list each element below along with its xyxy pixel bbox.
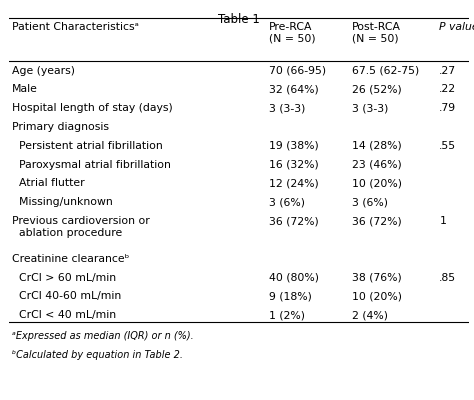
Text: Previous cardioversion or
  ablation procedure: Previous cardioversion or ablation proce… [12,216,149,238]
Text: .79: .79 [439,103,456,113]
Text: ᵃExpressed as median (IQR) or n (%).: ᵃExpressed as median (IQR) or n (%). [12,331,193,341]
Text: Pre-RCA
(N = 50): Pre-RCA (N = 50) [269,22,316,43]
Text: CrCl < 40 mL/min: CrCl < 40 mL/min [12,310,116,320]
Text: Patient Characteristicsᵃ: Patient Characteristicsᵃ [12,22,139,32]
Text: Age (years): Age (years) [12,66,75,76]
Text: Atrial flutter: Atrial flutter [12,178,84,188]
Text: CrCl 40-60 mL/min: CrCl 40-60 mL/min [12,291,121,301]
Text: 16 (32%): 16 (32%) [269,160,319,170]
Text: Table 1: Table 1 [219,13,260,26]
Text: 10 (20%): 10 (20%) [352,178,402,188]
Text: 36 (72%): 36 (72%) [269,216,319,226]
Text: .22: .22 [439,84,456,94]
Text: 32 (64%): 32 (64%) [269,84,319,94]
Text: 14 (28%): 14 (28%) [352,141,402,151]
Text: 1 (2%): 1 (2%) [269,310,305,320]
Text: 40 (80%): 40 (80%) [269,272,319,282]
Text: 3 (3-3): 3 (3-3) [269,103,306,113]
Text: Missing/unknown: Missing/unknown [12,197,112,207]
Text: 23 (46%): 23 (46%) [352,160,402,170]
Text: 19 (38%): 19 (38%) [269,141,319,151]
Text: 1: 1 [439,216,446,226]
Text: 3 (6%): 3 (6%) [352,197,388,207]
Text: 36 (72%): 36 (72%) [352,216,402,226]
Text: .85: .85 [439,272,456,282]
Text: 10 (20%): 10 (20%) [352,291,402,301]
Text: 38 (76%): 38 (76%) [352,272,402,282]
Text: 9 (18%): 9 (18%) [269,291,312,301]
Text: Hospital length of stay (days): Hospital length of stay (days) [12,103,173,113]
Text: 70 (66-95): 70 (66-95) [269,66,327,76]
Text: 67.5 (62-75): 67.5 (62-75) [352,66,419,76]
Text: 3 (3-3): 3 (3-3) [352,103,388,113]
Text: 12 (24%): 12 (24%) [269,178,319,188]
Text: .55: .55 [439,141,456,151]
Text: Male: Male [12,84,37,94]
Text: Creatinine clearanceᵇ: Creatinine clearanceᵇ [12,254,129,264]
Text: Primary diagnosis: Primary diagnosis [12,122,109,132]
Text: 3 (6%): 3 (6%) [269,197,305,207]
Text: ᵇCalculated by equation in Table 2.: ᵇCalculated by equation in Table 2. [12,350,183,360]
Text: P value: P value [439,22,474,32]
Text: .27: .27 [439,66,456,76]
Text: Post-RCA
(N = 50): Post-RCA (N = 50) [352,22,401,43]
Text: 2 (4%): 2 (4%) [352,310,388,320]
Text: CrCl > 60 mL/min: CrCl > 60 mL/min [12,272,116,282]
Text: 26 (52%): 26 (52%) [352,84,402,94]
Text: Paroxysmal atrial fibrillation: Paroxysmal atrial fibrillation [12,160,171,170]
Text: Persistent atrial fibrillation: Persistent atrial fibrillation [12,141,163,151]
